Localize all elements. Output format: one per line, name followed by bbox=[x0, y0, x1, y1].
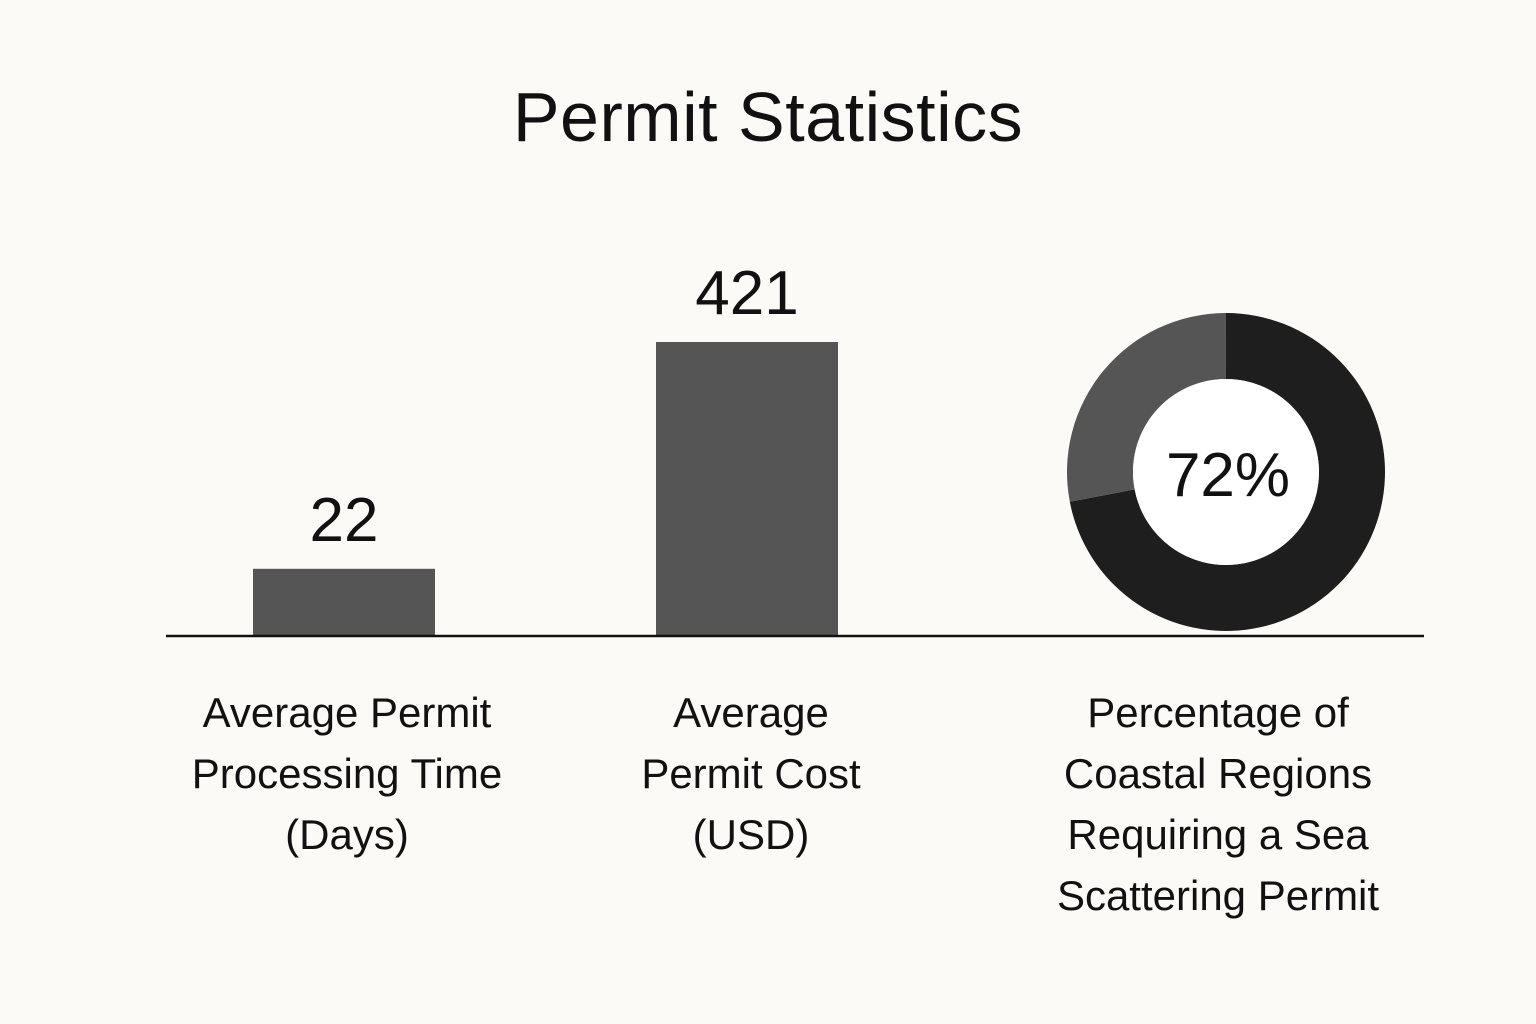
donut-category-label: Percentage of Coastal Regions Requiring … bbox=[1008, 682, 1428, 926]
bar-value-labels: 22 421 bbox=[310, 259, 799, 555]
category-label-line: Requiring a Sea bbox=[1067, 811, 1369, 858]
donut-hole bbox=[1133, 379, 1319, 565]
chart-title: Permit Statistics bbox=[512, 78, 1024, 156]
bar-1 bbox=[656, 342, 838, 636]
category-label-line: Processing Time bbox=[191, 750, 503, 797]
donut-layer: 72% bbox=[1066, 313, 1385, 631]
bar-category-label-processing-time: Average Permit Processing Time (Days) bbox=[137, 682, 557, 865]
bar-category-label-permit-cost: Average Permit Cost (USD) bbox=[541, 682, 961, 865]
category-label-line: Permit Cost bbox=[641, 750, 861, 797]
donut-center-label: 72% bbox=[1166, 441, 1290, 510]
category-label-line: Average bbox=[673, 689, 829, 736]
bar-0 bbox=[253, 568, 435, 636]
bar-value-label-1: 421 bbox=[695, 259, 798, 328]
category-label-line: Percentage of bbox=[1087, 689, 1349, 736]
category-label-line: Scattering Permit bbox=[1056, 872, 1380, 919]
category-label-line: (USD) bbox=[692, 811, 810, 858]
category-label-line: Average Permit bbox=[202, 689, 492, 736]
bar-value-label-0: 22 bbox=[310, 486, 379, 555]
donut-slice-remainder bbox=[1066, 313, 1226, 502]
category-label-line: (Days) bbox=[285, 811, 409, 858]
bars-layer bbox=[253, 342, 838, 636]
donut-slice-filled bbox=[1069, 313, 1385, 631]
category-label-line: Coastal Regions bbox=[1063, 750, 1373, 797]
